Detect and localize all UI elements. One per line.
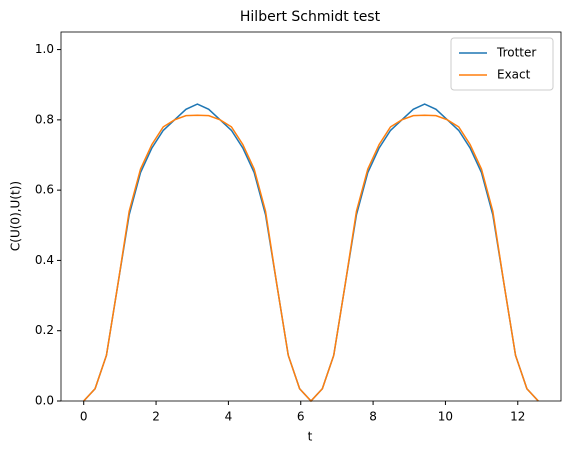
legend-label: Trotter	[496, 46, 536, 60]
y-tick-label: 0.8	[35, 112, 54, 126]
x-tick-label: 4	[225, 410, 233, 424]
y-axis-label: C(U(0),U(t))	[9, 181, 23, 251]
x-tick-label: 6	[297, 410, 305, 424]
y-tick-label: 0.2	[35, 323, 54, 337]
x-tick-label: 12	[510, 410, 525, 424]
x-tick-label: 10	[438, 410, 453, 424]
x-tick-label: 8	[369, 410, 377, 424]
line-series	[83, 103, 539, 403]
y-tick-label: 0.6	[35, 183, 54, 197]
y-tick-label: 0.4	[35, 253, 54, 267]
line-series	[83, 114, 539, 403]
legend-label: Exact	[497, 68, 531, 82]
x-axis-label: t	[308, 430, 313, 444]
x-tick-label: 0	[80, 410, 88, 424]
x-tick-label: 2	[152, 410, 160, 424]
chart-title: Hilbert Schmidt test	[240, 9, 381, 25]
y-tick-label: 1.0	[35, 42, 54, 56]
axes-frame	[60, 31, 562, 402]
y-tick-label: 0.0	[35, 394, 54, 408]
legend-box	[450, 37, 554, 91]
